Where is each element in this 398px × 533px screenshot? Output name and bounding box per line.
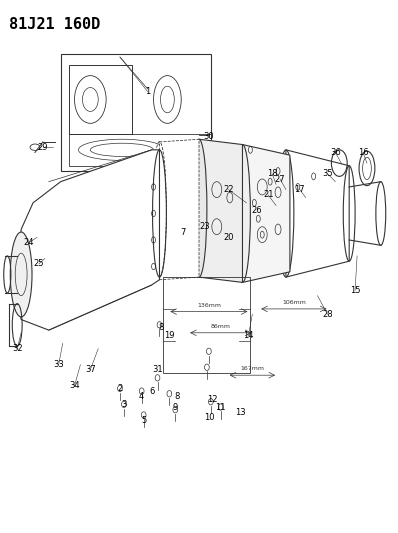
Text: 21: 21	[263, 190, 273, 199]
Text: 28: 28	[322, 310, 333, 319]
Text: 26: 26	[251, 206, 261, 215]
Polygon shape	[160, 139, 199, 280]
Text: 17: 17	[295, 185, 305, 194]
Text: 22: 22	[223, 185, 234, 194]
Ellipse shape	[234, 144, 250, 282]
Text: 20: 20	[223, 233, 234, 242]
Text: 5: 5	[141, 416, 146, 425]
Text: 167mm: 167mm	[240, 367, 264, 372]
Text: 81J21 160D: 81J21 160D	[9, 17, 101, 33]
Polygon shape	[199, 139, 242, 282]
Text: 3: 3	[121, 400, 127, 409]
Text: 33: 33	[53, 360, 64, 369]
Text: 11: 11	[215, 402, 226, 411]
Text: 29: 29	[38, 143, 48, 152]
Polygon shape	[286, 150, 349, 277]
Bar	[60, 54, 211, 171]
Text: 15: 15	[350, 286, 360, 295]
Text: 14: 14	[243, 331, 254, 340]
Text: 7: 7	[181, 228, 186, 237]
Text: 6: 6	[149, 386, 154, 395]
Text: 8: 8	[175, 392, 180, 401]
Text: 86mm: 86mm	[211, 324, 231, 329]
Text: 23: 23	[200, 222, 210, 231]
Ellipse shape	[191, 139, 207, 277]
Bar	[68, 65, 132, 134]
Bar	[68, 134, 211, 166]
Text: 8: 8	[159, 323, 164, 332]
Ellipse shape	[10, 232, 32, 317]
Text: 30: 30	[203, 132, 214, 141]
Text: 31: 31	[152, 366, 163, 374]
Text: 1: 1	[145, 87, 150, 96]
Text: 106mm: 106mm	[282, 300, 306, 305]
Text: 2: 2	[117, 384, 123, 393]
Text: 37: 37	[85, 366, 96, 374]
Text: 32: 32	[12, 344, 23, 353]
Text: 9: 9	[173, 402, 178, 411]
Text: 18: 18	[267, 169, 277, 178]
Text: 4: 4	[139, 392, 144, 401]
Text: 19: 19	[164, 331, 175, 340]
Text: 24: 24	[24, 238, 34, 247]
Polygon shape	[242, 144, 290, 282]
Text: 36: 36	[330, 148, 341, 157]
Text: 12: 12	[208, 394, 218, 403]
Text: 35: 35	[322, 169, 333, 178]
Text: 10: 10	[204, 413, 214, 422]
Text: 27: 27	[275, 174, 285, 183]
Bar	[164, 277, 250, 373]
Text: 136mm: 136mm	[197, 303, 221, 308]
Text: 16: 16	[358, 148, 368, 157]
Polygon shape	[17, 150, 160, 330]
Text: 34: 34	[69, 381, 80, 390]
Text: 13: 13	[235, 408, 246, 417]
Text: 25: 25	[34, 260, 44, 268]
